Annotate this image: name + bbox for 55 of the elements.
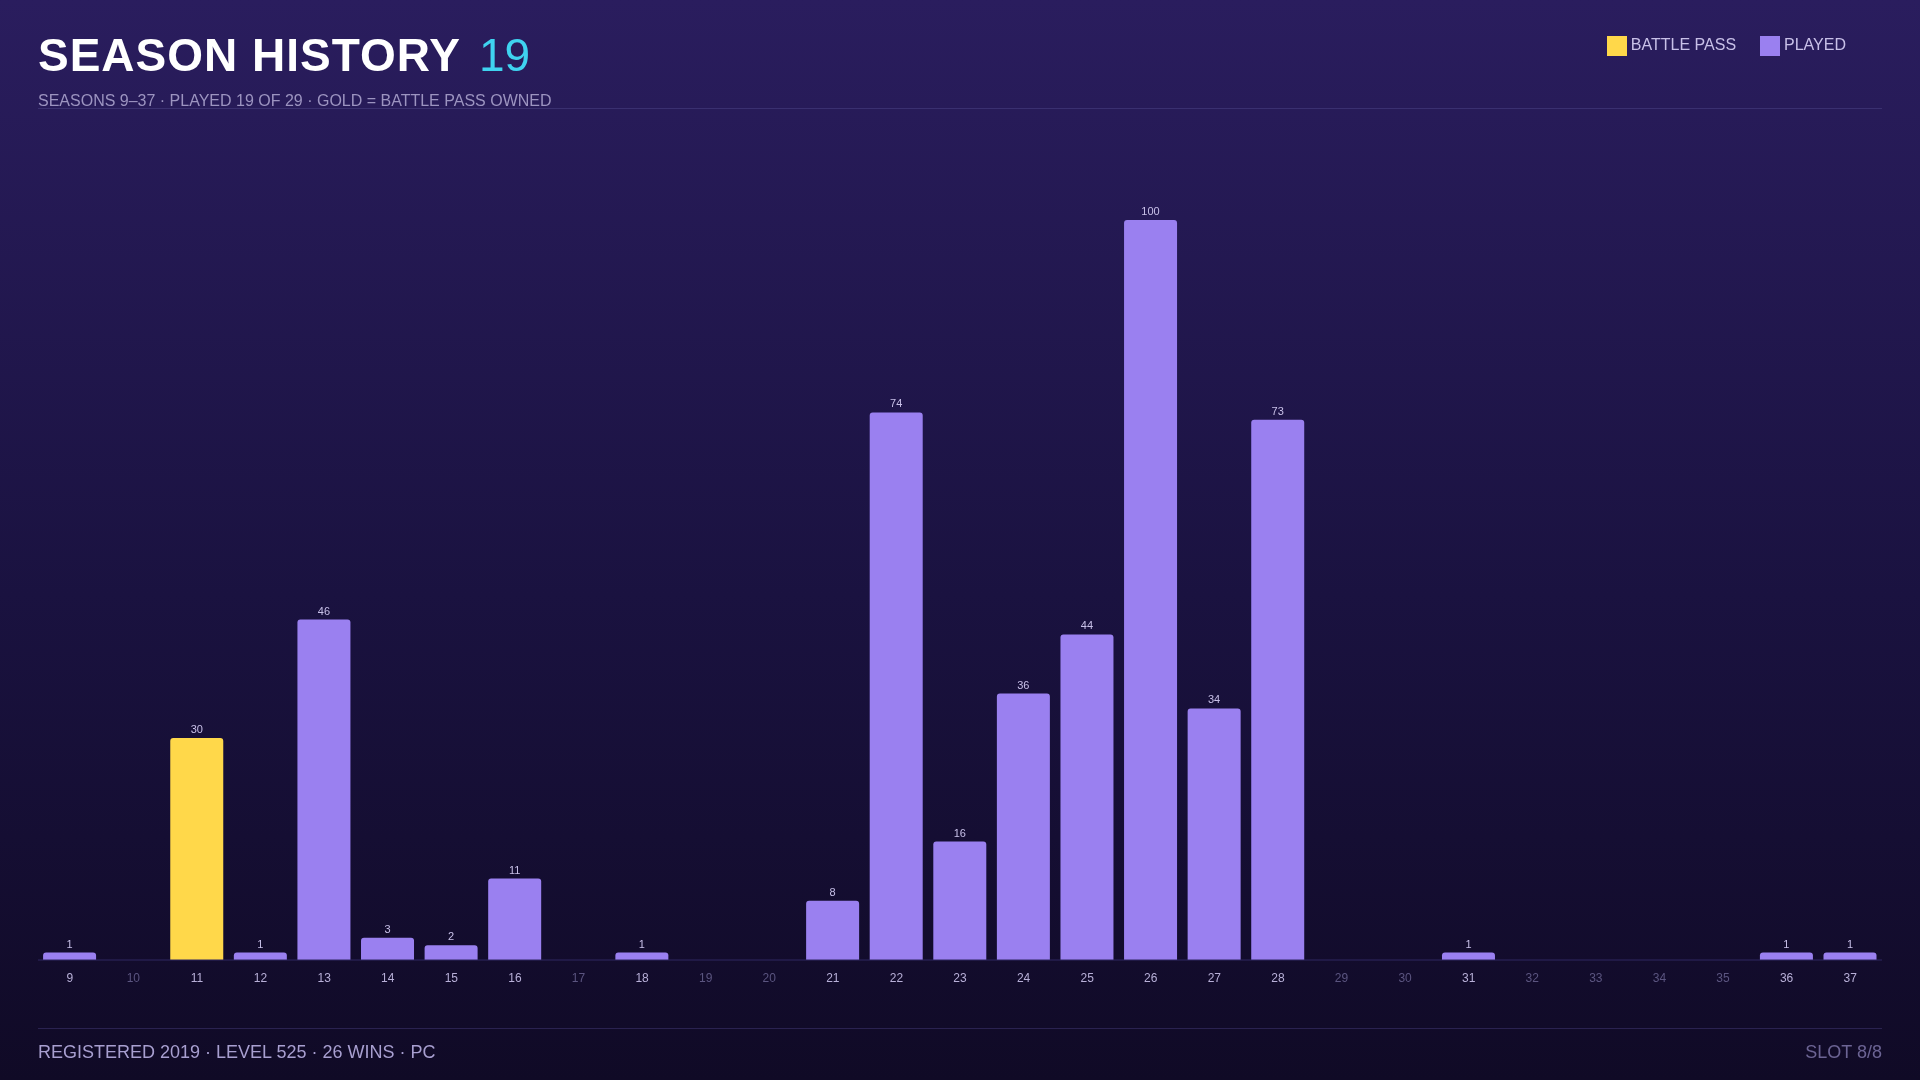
x-tick-label: 15 — [444, 971, 459, 985]
x-tick-label: 12 — [253, 971, 268, 985]
chart-title: SEASON HISTORY — [38, 28, 461, 82]
data-label: 1 — [638, 937, 645, 950]
data-label: 2 — [448, 930, 455, 943]
x-tick-label: 9 — [66, 971, 74, 985]
data-label: 1 — [257, 937, 264, 950]
x-tick-label: 21 — [826, 971, 840, 985]
x-tick-label: 35 — [1716, 971, 1731, 985]
data-label: 30 — [190, 723, 203, 735]
x-tick-label: 32 — [1525, 971, 1540, 985]
x-tick-label: 25 — [1080, 971, 1095, 985]
data-label: 44 — [1080, 619, 1094, 632]
x-tick-label: 28 — [1271, 971, 1285, 985]
legend-label: PLAYED — [1784, 36, 1846, 54]
data-label: 36 — [1017, 678, 1030, 691]
legend-label: BATTLE PASS — [1630, 36, 1737, 54]
x-tick-label: 37 — [1843, 971, 1858, 985]
data-label: 73 — [1271, 404, 1284, 417]
data-label: 16 — [953, 826, 966, 839]
x-tick-label: 23 — [953, 971, 967, 985]
data-label: 1 — [1846, 937, 1854, 950]
text: REGISTERED 2019 · LEVEL 525 · 26 WINS · PC — [38, 1042, 436, 1063]
x-tick-label: 22 — [889, 971, 904, 985]
x-tick-label: 29 — [1334, 971, 1349, 985]
x-tick-label: 10 — [126, 971, 141, 985]
x-tick-label: 18 — [635, 971, 650, 985]
x-tick-label: 20 — [762, 971, 777, 985]
x-tick-label: 26 — [1144, 971, 1158, 985]
data-label: 8 — [829, 885, 836, 898]
data-label: 1 — [66, 937, 73, 950]
chart-subtitle: SEASONS 9–37 · PLAYED 19 OF 29 · GOLD = BATTLE PASS OWNED — [38, 92, 552, 110]
x-tick-label: 30 — [1398, 971, 1413, 985]
x-tick-label: 24 — [1016, 971, 1031, 985]
text: SLOT 8/8 — [1805, 1042, 1882, 1063]
x-tick-label: 36 — [1779, 971, 1794, 985]
text: 19 — [478, 28, 531, 82]
x-tick-label: 16 — [508, 971, 522, 985]
x-tick-label: 17 — [571, 971, 586, 985]
x-tick-label: 11 — [190, 971, 204, 985]
data-label: 11 — [508, 863, 521, 876]
x-tick-label: 13 — [317, 971, 332, 985]
data-label: 1 — [1465, 937, 1472, 950]
data-label: 74 — [890, 397, 903, 410]
data-label: 3 — [384, 922, 391, 935]
x-tick-label: 33 — [1589, 971, 1603, 985]
x-tick-label: 31 — [1462, 971, 1476, 985]
x-tick-label: 19 — [698, 971, 713, 985]
x-tick-label: 27 — [1207, 971, 1222, 985]
data-label: 100 — [1141, 205, 1160, 217]
x-tick-label: 34 — [1652, 971, 1667, 985]
data-label: 1 — [1783, 937, 1790, 950]
x-tick-label: 14 — [381, 971, 395, 985]
data-label: 46 — [317, 604, 331, 617]
data-label: 34 — [1208, 693, 1221, 706]
